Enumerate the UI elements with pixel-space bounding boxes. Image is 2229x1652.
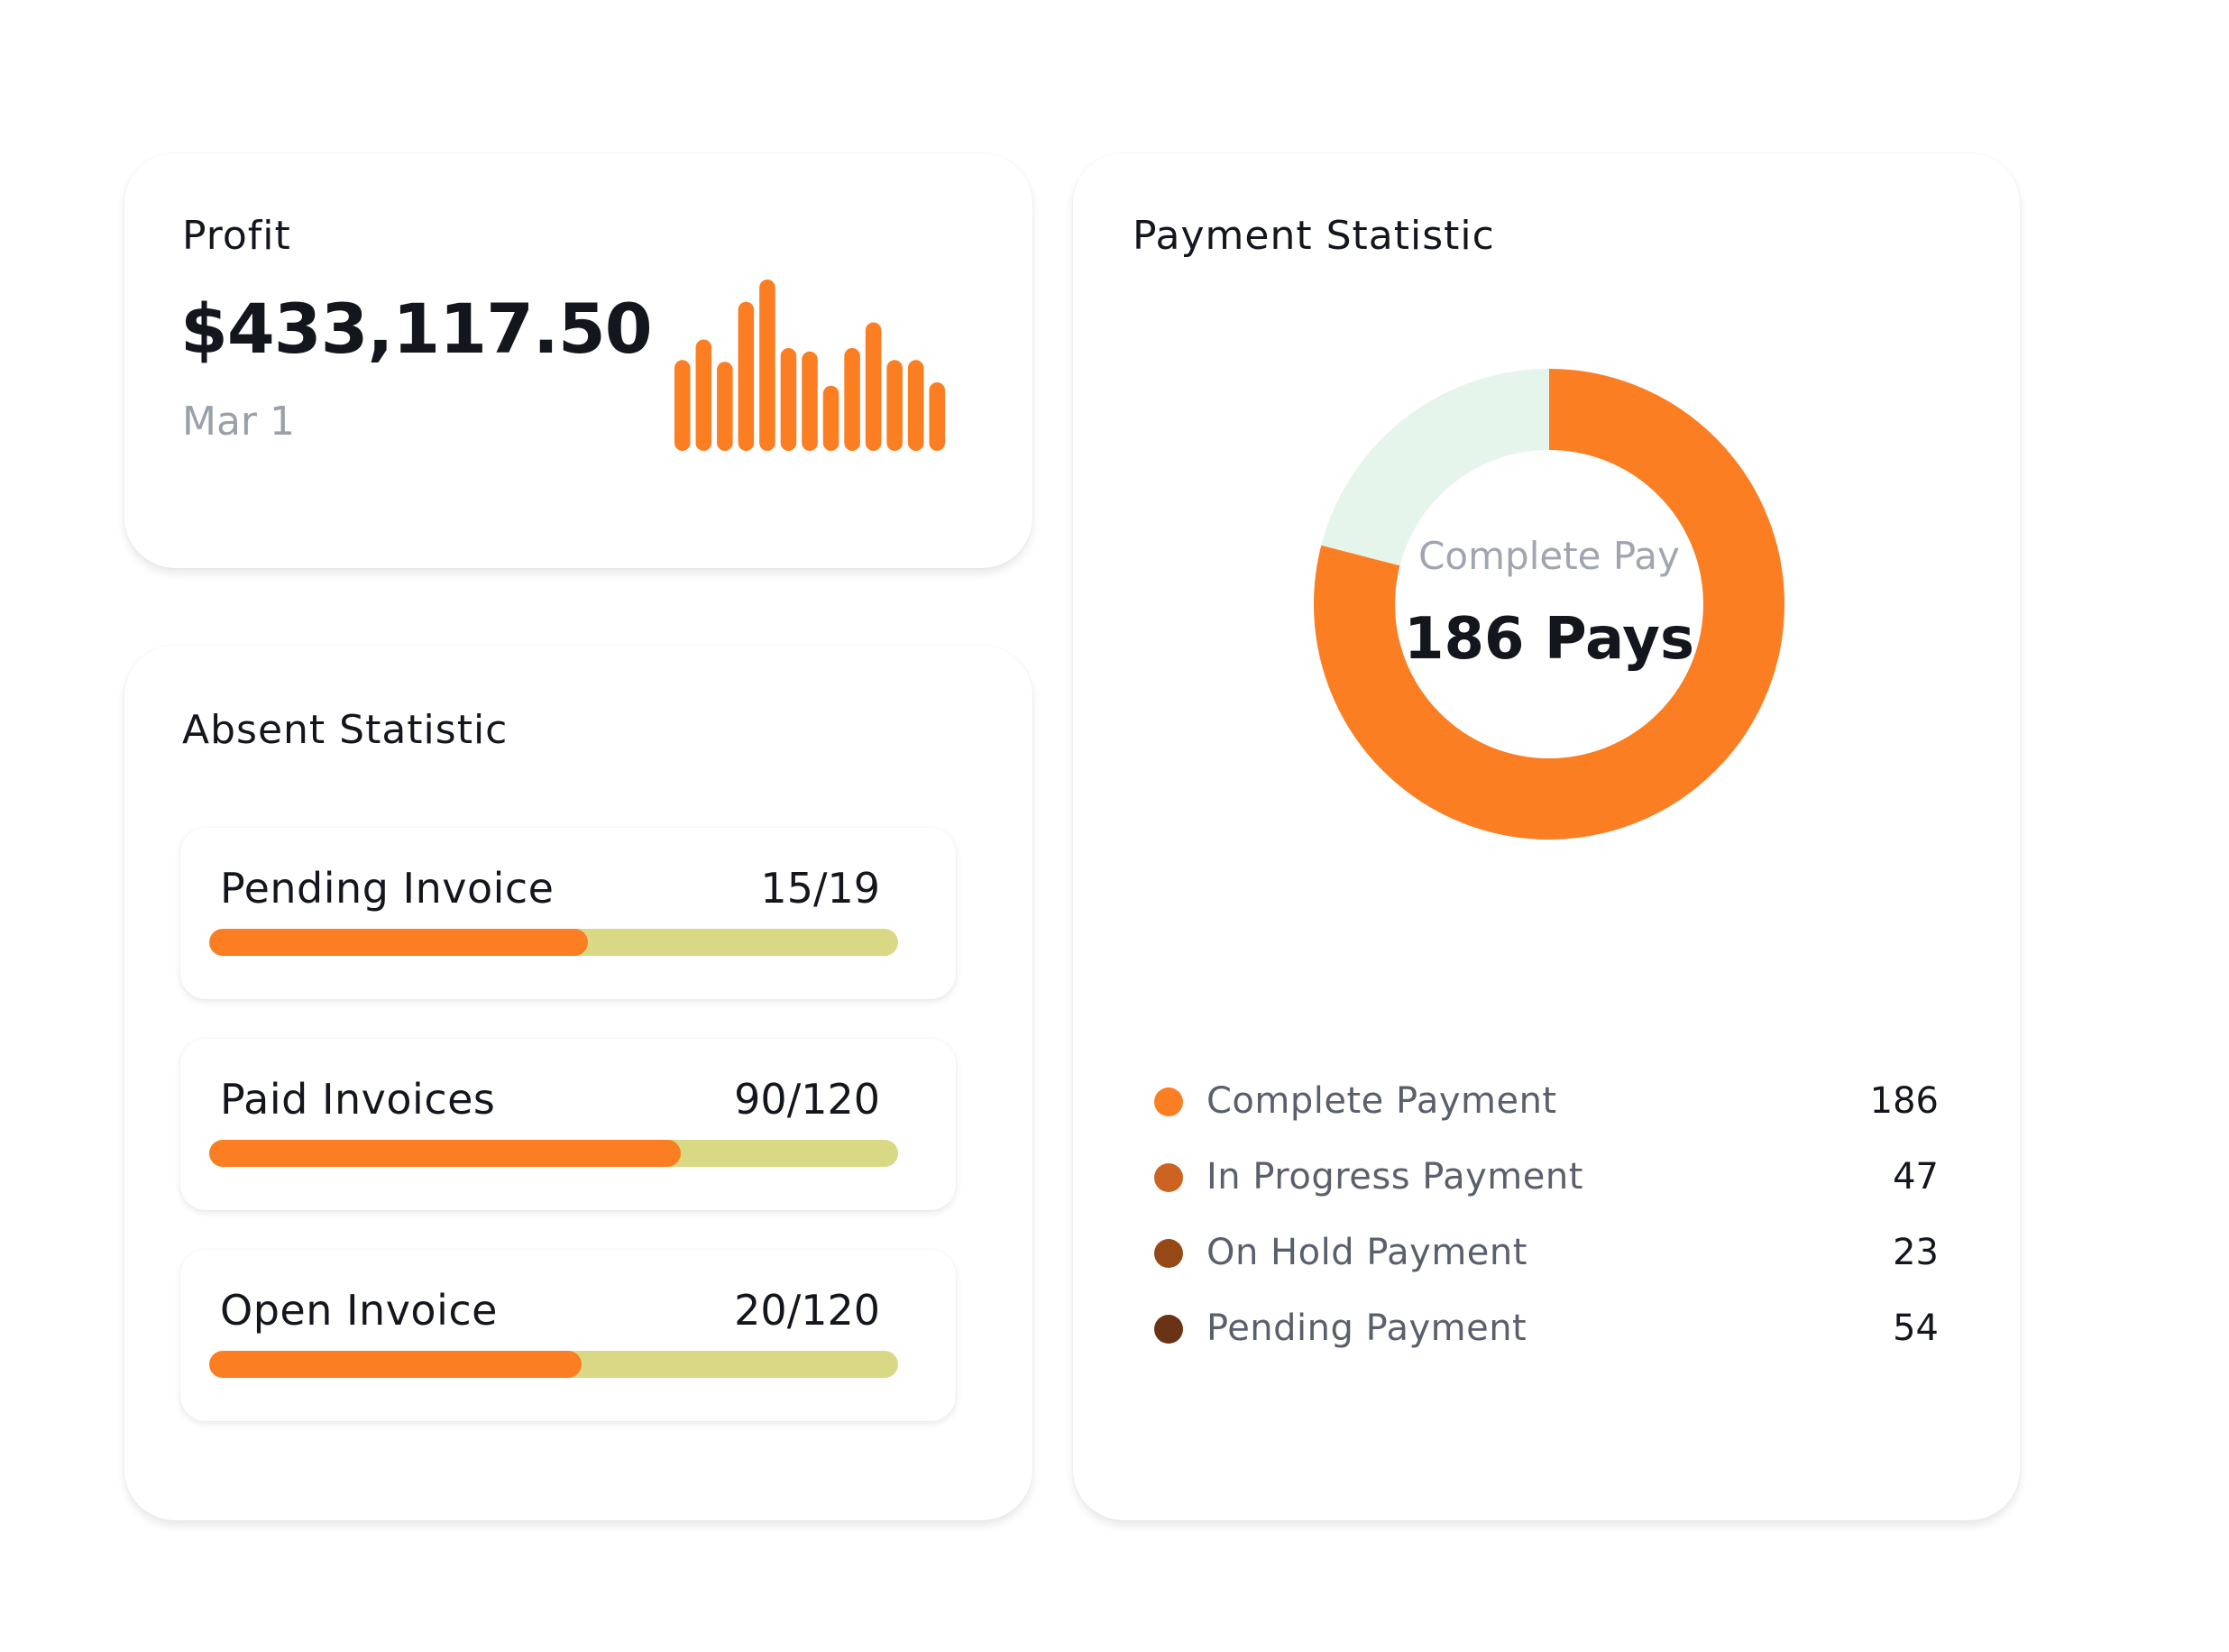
profit-bar (929, 382, 945, 451)
stat-row-open-invoice[interactable]: Open Invoice 20/120 (180, 1250, 956, 1421)
payment-donut-chart (1314, 369, 1784, 840)
profit-bar (844, 348, 860, 451)
profit-bar (907, 360, 924, 451)
legend-item-complete-payment: Complete Payment 186 (1154, 1073, 1939, 1127)
legend-dot-icon (1154, 1088, 1183, 1116)
legend-item-on-hold-payment: On Hold Payment 23 (1154, 1225, 1939, 1279)
legend-label: In Progress Payment (1206, 1156, 1583, 1198)
profit-title: Profit (182, 213, 291, 259)
legend-label: On Hold Payment (1206, 1232, 1527, 1273)
profit-mini-bar-chart (674, 280, 945, 451)
stat-row-paid-invoices[interactable]: Paid Invoices 90/120 (180, 1039, 956, 1210)
legend-value: 54 (1893, 1308, 1939, 1349)
legend-label: Pending Payment (1206, 1308, 1527, 1349)
profit-bar (886, 360, 903, 451)
progress-fill (209, 1140, 682, 1167)
profit-date: Mar 1 (182, 399, 295, 445)
legend-item-pending-payment: Pending Payment 54 (1154, 1300, 1939, 1354)
profit-bar (759, 280, 775, 451)
legend-value: 47 (1893, 1156, 1939, 1198)
legend-value: 23 (1893, 1232, 1939, 1273)
stat-value: 15/19 (760, 864, 880, 913)
progress-track (209, 1140, 898, 1167)
progress-fill (209, 1351, 582, 1378)
profit-amount: $433,117.50 (180, 289, 653, 369)
profit-bar (802, 351, 818, 451)
stat-value: 20/120 (734, 1286, 880, 1335)
profit-bar (822, 385, 839, 451)
stat-label: Pending Invoice (220, 864, 555, 913)
stat-label: Paid Invoices (220, 1075, 496, 1124)
profit-bar (695, 339, 712, 451)
payment-statistic-card: Payment Statistic Complete Pay 186 Pays … (1073, 153, 2020, 1520)
legend-value: 186 (1869, 1080, 1939, 1122)
legend-label: Complete Payment (1206, 1080, 1557, 1122)
legend-dot-icon (1154, 1239, 1183, 1268)
progress-fill (209, 929, 589, 956)
profit-bar (717, 362, 733, 451)
legend-dot-icon (1154, 1163, 1183, 1192)
payment-title: Payment Statistic (1133, 213, 1495, 259)
legend-item-in-progress-payment: In Progress Payment 47 (1154, 1149, 1939, 1203)
stat-row-pending-invoice[interactable]: Pending Invoice 15/19 (180, 828, 956, 999)
profit-bar (780, 348, 797, 451)
donut-complete-segment (1314, 369, 1784, 840)
legend-dot-icon (1154, 1315, 1183, 1344)
profit-bar (865, 322, 882, 451)
progress-track (209, 929, 898, 956)
absent-statistic-card: Absent Statistic Pending Invoice 15/19 P… (124, 646, 1032, 1520)
donut-main-value: 186 Pays (1403, 606, 1695, 673)
profit-bar (738, 301, 755, 451)
profit-card: Profit $433,117.50 Mar 1 (124, 153, 1032, 568)
profit-bar (674, 360, 691, 451)
donut-subtitle: Complete Pay (1418, 534, 1680, 578)
progress-track (209, 1351, 898, 1378)
stat-label: Open Invoice (220, 1286, 498, 1335)
stat-value: 90/120 (734, 1075, 880, 1124)
absent-title: Absent Statistic (182, 707, 509, 753)
